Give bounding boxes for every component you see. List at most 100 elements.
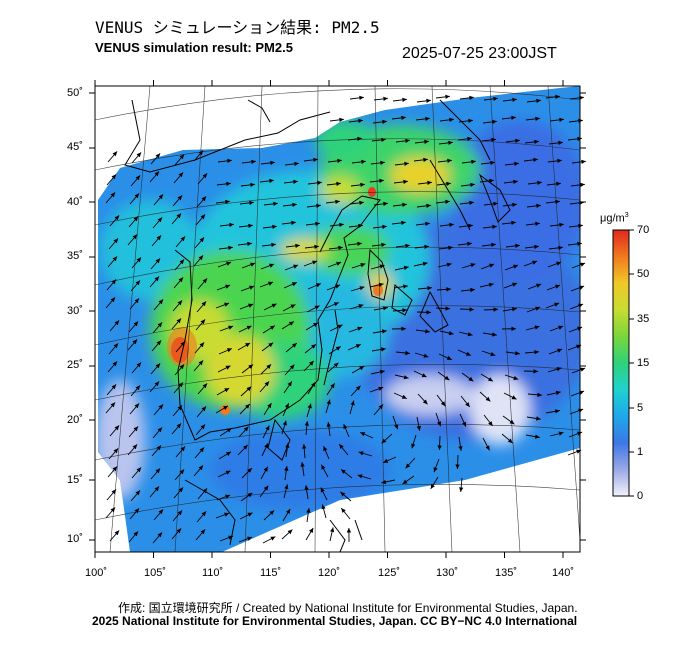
timestamp: 2025-07-25 23:00JST [402, 45, 557, 62]
wind-arrow-head [403, 179, 408, 184]
wind-arrow-head [448, 331, 454, 336]
wind-arrow-head [379, 178, 384, 183]
wind-arrow-head [535, 221, 540, 226]
wind-arrow-head [200, 214, 206, 220]
wind-arrow-head [535, 306, 541, 311]
wind-arrow-head [402, 202, 407, 207]
wind-arrow-head [284, 484, 289, 490]
wind-arrow-head [336, 181, 341, 186]
wind-arrow-head [534, 350, 539, 355]
wind-arrow-head [133, 531, 139, 537]
wind-arrow-head [267, 403, 272, 409]
wind-arrow-head [136, 152, 142, 158]
wind-arrow-head [247, 512, 253, 517]
wind-arrow-head [323, 446, 328, 452]
wind-arrow-head [492, 224, 497, 229]
wind-arrow-head [403, 284, 408, 289]
wind-arrow-head [200, 529, 206, 535]
wind-arrow-head [489, 178, 494, 183]
wind-arrow-head [226, 181, 231, 186]
wind-arrow-head [580, 182, 585, 187]
wind-arrow-head [249, 285, 255, 290]
wind-arrow-head [111, 384, 117, 390]
wind-arrow-head [282, 420, 287, 426]
wind-arrow-head [405, 463, 411, 469]
wind-arrow-head [135, 490, 141, 496]
wind-arrow-head [536, 98, 541, 103]
wind-arrow-head [536, 416, 541, 421]
wind-arrow-head [272, 224, 277, 229]
wind-arrow-head [359, 200, 364, 205]
wind-arrow-head [448, 140, 453, 145]
wind-arrow-head [471, 159, 476, 164]
wind-arrow-head [154, 381, 160, 387]
wind-arrow-head [158, 509, 164, 515]
wind-arrow-head [266, 364, 272, 369]
wind-arrow-head [228, 245, 233, 250]
wind-arrow-head [157, 532, 163, 538]
wind-arrow-head [113, 238, 119, 244]
wind-arrow-head [110, 507, 116, 513]
wind-arrow-head [178, 172, 184, 178]
wind-arrow-head [111, 489, 117, 495]
wind-arrow-head [357, 136, 362, 141]
credit-japanese: 作成: 国立環境研究所 / Created by National Instit… [118, 601, 578, 615]
wind-arrow-head [225, 365, 231, 370]
lat-label-20: 20˚ [67, 414, 83, 426]
wind-arrow-head [333, 302, 339, 307]
wind-arrow-head [493, 96, 498, 101]
wind-arrow-head [304, 421, 309, 426]
wind-arrow-head [411, 443, 416, 449]
wind-arrow-head [336, 261, 342, 266]
wind-arrow-head [157, 322, 163, 328]
wind-arrow-head [224, 512, 230, 517]
wind-arrow-head [515, 351, 520, 356]
wind-arrow-head [469, 307, 474, 312]
wind-arrow-head [155, 468, 161, 474]
wind-arrow-head [158, 194, 164, 200]
wind-arrow-head [358, 223, 363, 228]
wind-arrow-head [556, 367, 562, 372]
wind-arrow-head [511, 307, 517, 312]
wind-arrow-head [423, 353, 429, 358]
wind-arrow-head [311, 382, 316, 387]
wind-arrow-head [445, 199, 450, 204]
wind-arrow-head [467, 332, 473, 337]
credit-english: 2025 National Institute for Environmenta… [92, 614, 578, 628]
wind-arrow-head [404, 161, 409, 166]
wind-arrow-head [512, 202, 517, 207]
wind-arrow-head [273, 201, 278, 206]
wind-arrow-head [350, 400, 355, 406]
wind-arrow-head [158, 299, 164, 305]
wind-arrow-head [558, 325, 564, 330]
lat-label-15: 15˚ [67, 474, 83, 486]
wind-arrow-head [421, 373, 427, 378]
wind-arrow-head [247, 468, 252, 473]
wind-arrow-head [136, 362, 142, 368]
wind-arrow-head [180, 446, 186, 452]
wind-arrow-head [223, 405, 228, 410]
wind-arrow-head [291, 282, 297, 287]
wind-arrow-head [134, 508, 140, 514]
wind-arrow-head [578, 408, 584, 413]
wind-arrow-head [378, 282, 384, 287]
wind-arrow-head [537, 180, 542, 185]
wind-arrow-head [248, 303, 254, 308]
wind-arrow-head [136, 257, 142, 263]
wind-arrow-head [557, 348, 563, 353]
wind-arrow-head [132, 444, 138, 450]
wind-arrow-head [155, 153, 161, 159]
wind-arrow-head [250, 262, 256, 267]
wind-arrow-head [111, 174, 117, 180]
wind-arrow-head [271, 242, 276, 247]
wind-arrow-head [293, 264, 299, 269]
wind-arrow-head [382, 329, 387, 334]
wind-arrow-head [292, 343, 297, 348]
wind-arrow-head [485, 445, 490, 451]
wind-arrow-head [132, 339, 138, 345]
wind-arrow-head [180, 236, 186, 242]
wind-arrow-head [225, 284, 231, 289]
wind-arrow-head [133, 321, 139, 327]
wind-arrow-head [534, 244, 539, 249]
wind-arrow-head [381, 137, 386, 142]
